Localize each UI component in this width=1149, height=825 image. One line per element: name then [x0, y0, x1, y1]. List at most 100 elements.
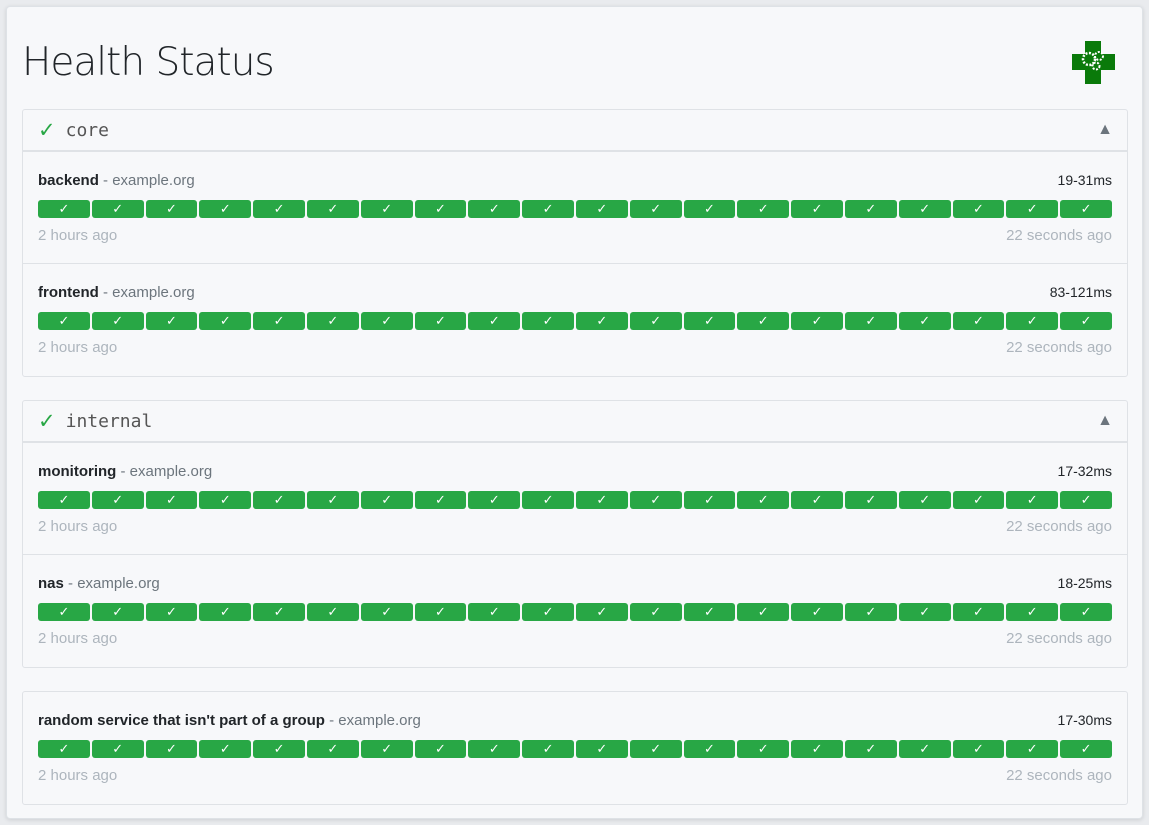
result-bar[interactable]: ✓ — [253, 491, 305, 509]
result-bar[interactable]: ✓ — [952, 200, 1005, 218]
result-bar[interactable]: ✓ — [952, 491, 1005, 509]
result-bar[interactable]: ✓ — [253, 200, 305, 218]
result-bar[interactable]: ✓ — [199, 312, 252, 330]
group-header[interactable]: ✓ core ▲ — [23, 110, 1127, 152]
result-bar[interactable]: ✓ — [1060, 312, 1112, 330]
result-bar[interactable]: ✓ — [575, 200, 628, 218]
result-bar[interactable]: ✓ — [683, 740, 736, 758]
result-bar[interactable]: ✓ — [145, 740, 198, 758]
result-bar[interactable]: ✓ — [629, 312, 682, 330]
result-bar[interactable]: ✓ — [683, 491, 736, 509]
result-bar[interactable]: ✓ — [468, 200, 521, 218]
result-bar[interactable]: ✓ — [360, 603, 413, 621]
result-bar[interactable]: ✓ — [844, 312, 897, 330]
result-bar[interactable]: ✓ — [145, 312, 198, 330]
result-bar[interactable]: ✓ — [360, 740, 413, 758]
service-title[interactable]: monitoring - example.org — [38, 463, 213, 480]
result-bar[interactable]: ✓ — [575, 491, 628, 509]
result-bar[interactable]: ✓ — [414, 603, 467, 621]
result-bar[interactable]: ✓ — [522, 603, 574, 621]
result-bar[interactable]: ✓ — [38, 740, 90, 758]
result-bar[interactable]: ✓ — [38, 312, 90, 330]
result-bar[interactable]: ✓ — [91, 312, 144, 330]
result-bar[interactable]: ✓ — [1006, 740, 1059, 758]
result-bar[interactable]: ✓ — [145, 200, 198, 218]
result-bar[interactable]: ✓ — [145, 491, 198, 509]
result-bar[interactable]: ✓ — [952, 740, 1005, 758]
result-bar[interactable]: ✓ — [575, 312, 628, 330]
result-bar[interactable]: ✓ — [683, 603, 736, 621]
result-bar[interactable]: ✓ — [414, 491, 467, 509]
result-bar[interactable]: ✓ — [91, 603, 144, 621]
result-bar[interactable]: ✓ — [360, 200, 413, 218]
result-bar[interactable]: ✓ — [629, 740, 682, 758]
result-bar[interactable]: ✓ — [91, 740, 144, 758]
result-bar[interactable]: ✓ — [737, 312, 790, 330]
result-bar[interactable]: ✓ — [683, 312, 736, 330]
result-bar[interactable]: ✓ — [898, 491, 951, 509]
result-bar[interactable]: ✓ — [1006, 603, 1059, 621]
result-bar[interactable]: ✓ — [844, 491, 897, 509]
result-bar[interactable]: ✓ — [468, 491, 521, 509]
result-bar[interactable]: ✓ — [414, 200, 467, 218]
result-bar[interactable]: ✓ — [38, 491, 90, 509]
result-bar[interactable]: ✓ — [199, 740, 252, 758]
result-bar[interactable]: ✓ — [253, 312, 305, 330]
result-bar[interactable]: ✓ — [1006, 200, 1059, 218]
result-bar[interactable]: ✓ — [414, 312, 467, 330]
service-title[interactable]: frontend - example.org — [38, 284, 195, 301]
result-bar[interactable]: ✓ — [844, 603, 897, 621]
result-bar[interactable]: ✓ — [629, 491, 682, 509]
result-bar[interactable]: ✓ — [1060, 740, 1112, 758]
result-bar[interactable]: ✓ — [253, 740, 305, 758]
result-bar[interactable]: ✓ — [575, 603, 628, 621]
result-bar[interactable]: ✓ — [898, 740, 951, 758]
result-bar[interactable]: ✓ — [199, 491, 252, 509]
result-bar[interactable]: ✓ — [844, 200, 897, 218]
result-bar[interactable]: ✓ — [145, 603, 198, 621]
service-title[interactable]: backend - example.org — [38, 172, 195, 189]
result-bar[interactable]: ✓ — [791, 312, 843, 330]
result-bar[interactable]: ✓ — [522, 312, 574, 330]
result-bar[interactable]: ✓ — [898, 312, 951, 330]
result-bar[interactable]: ✓ — [575, 740, 628, 758]
result-bar[interactable]: ✓ — [952, 312, 1005, 330]
result-bar[interactable]: ✓ — [737, 603, 790, 621]
result-bar[interactable]: ✓ — [468, 603, 521, 621]
result-bar[interactable]: ✓ — [306, 200, 359, 218]
result-bar[interactable]: ✓ — [306, 740, 359, 758]
group-header[interactable]: ✓ internal ▲ — [23, 401, 1127, 443]
result-bar[interactable]: ✓ — [306, 312, 359, 330]
result-bar[interactable]: ✓ — [468, 740, 521, 758]
result-bar[interactable]: ✓ — [898, 603, 951, 621]
service-title[interactable]: nas - example.org — [38, 575, 160, 592]
collapse-icon[interactable]: ▲ — [1097, 412, 1113, 429]
service-title[interactable]: random service that isn't part of a grou… — [38, 712, 421, 729]
result-bar[interactable]: ✓ — [737, 740, 790, 758]
collapse-icon[interactable]: ▲ — [1097, 121, 1113, 138]
result-bar[interactable]: ✓ — [91, 491, 144, 509]
result-bar[interactable]: ✓ — [38, 200, 90, 218]
result-bar[interactable]: ✓ — [253, 603, 305, 621]
result-bar[interactable]: ✓ — [683, 200, 736, 218]
result-bar[interactable]: ✓ — [791, 200, 843, 218]
result-bar[interactable]: ✓ — [360, 491, 413, 509]
result-bar[interactable]: ✓ — [1006, 312, 1059, 330]
result-bar[interactable]: ✓ — [737, 491, 790, 509]
result-bar[interactable]: ✓ — [38, 603, 90, 621]
result-bar[interactable]: ✓ — [791, 491, 843, 509]
result-bar[interactable]: ✓ — [306, 603, 359, 621]
result-bar[interactable]: ✓ — [952, 603, 1005, 621]
result-bar[interactable]: ✓ — [898, 200, 951, 218]
result-bar[interactable]: ✓ — [1060, 200, 1112, 218]
result-bar[interactable]: ✓ — [1060, 603, 1112, 621]
result-bar[interactable]: ✓ — [468, 312, 521, 330]
result-bar[interactable]: ✓ — [199, 603, 252, 621]
result-bar[interactable]: ✓ — [791, 740, 843, 758]
result-bar[interactable]: ✓ — [306, 491, 359, 509]
result-bar[interactable]: ✓ — [629, 603, 682, 621]
result-bar[interactable]: ✓ — [629, 200, 682, 218]
result-bar[interactable]: ✓ — [91, 200, 144, 218]
result-bar[interactable]: ✓ — [414, 740, 467, 758]
result-bar[interactable]: ✓ — [844, 740, 897, 758]
